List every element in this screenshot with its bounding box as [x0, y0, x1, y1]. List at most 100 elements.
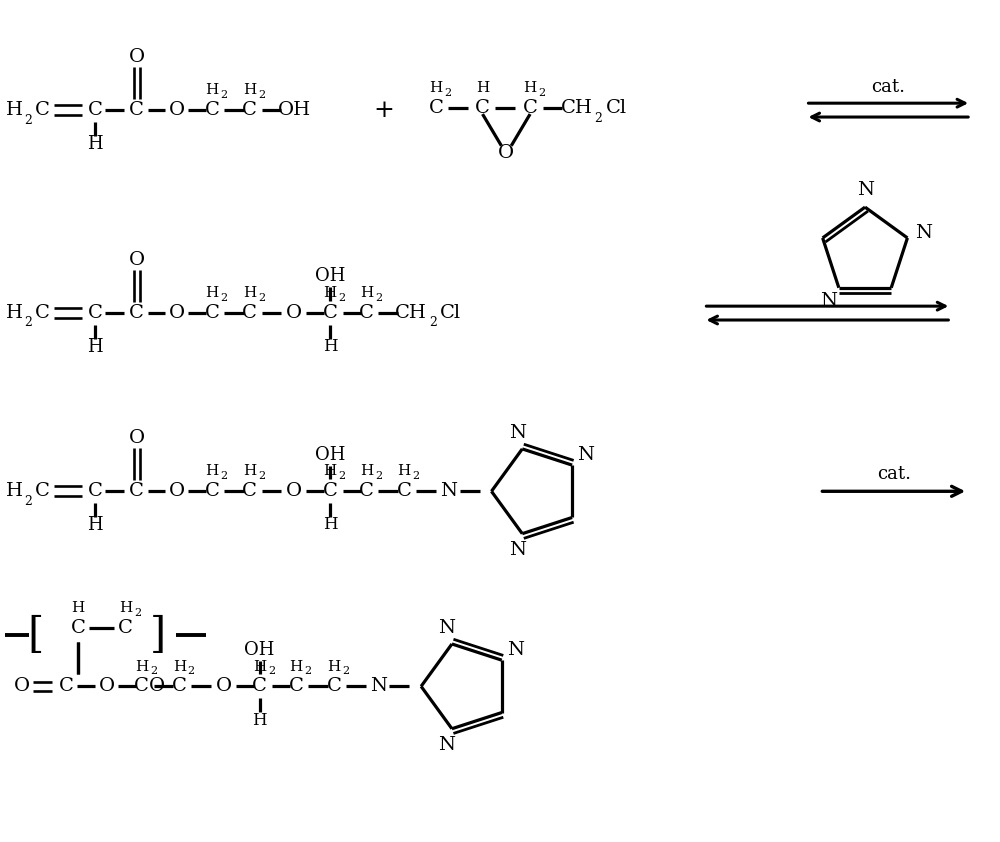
Text: 2: 2	[268, 667, 275, 676]
Text: 2: 2	[338, 472, 345, 482]
Text: C: C	[359, 482, 374, 500]
Text: OH: OH	[278, 101, 311, 119]
Text: O: O	[169, 482, 185, 500]
Text: H: H	[243, 83, 256, 98]
Text: cat.: cat.	[877, 466, 911, 483]
Text: H: H	[243, 286, 256, 301]
Text: C: C	[129, 101, 144, 119]
Text: H: H	[290, 659, 303, 674]
Text: C: C	[523, 99, 538, 117]
Text: 2: 2	[595, 111, 602, 125]
Text: H: H	[327, 659, 341, 674]
Text: 2: 2	[413, 472, 420, 482]
Text: N: N	[857, 181, 874, 200]
Text: O: O	[129, 429, 145, 447]
Text: H: H	[360, 465, 373, 478]
Text: 2: 2	[188, 667, 195, 676]
Text: 2: 2	[24, 114, 32, 126]
Text: C: C	[326, 677, 341, 695]
Text: C: C	[322, 304, 337, 322]
Text: 2: 2	[342, 667, 349, 676]
Text: 2: 2	[258, 293, 265, 303]
Text: C: C	[242, 101, 257, 119]
Text: O: O	[148, 677, 165, 695]
Text: CH: CH	[395, 304, 427, 322]
Text: H: H	[360, 286, 373, 301]
Text: O: O	[169, 304, 185, 322]
Text: C: C	[35, 482, 50, 500]
Text: C: C	[205, 304, 219, 322]
Text: O: O	[14, 677, 30, 695]
Text: C: C	[205, 101, 219, 119]
Text: O: O	[286, 482, 302, 500]
Text: O: O	[216, 677, 232, 695]
Text: C: C	[118, 619, 133, 637]
Text: H: H	[323, 465, 337, 478]
Text: N: N	[438, 619, 455, 637]
Text: N: N	[915, 224, 932, 242]
Text: H: H	[6, 101, 23, 119]
Text: H: H	[253, 659, 266, 674]
Text: 2: 2	[24, 317, 32, 329]
Text: H: H	[323, 516, 337, 534]
Text: C: C	[242, 482, 257, 500]
Text: H: H	[323, 338, 337, 355]
Text: 2: 2	[220, 472, 227, 482]
Text: H: H	[323, 286, 337, 301]
Text: H: H	[72, 601, 85, 616]
Text: H: H	[119, 601, 132, 616]
Text: C: C	[359, 304, 374, 322]
Text: 2: 2	[258, 472, 265, 482]
Text: +: +	[373, 99, 394, 121]
Text: N: N	[820, 292, 837, 311]
Text: N: N	[509, 541, 526, 559]
Text: N: N	[577, 446, 594, 464]
Text: C: C	[129, 482, 144, 500]
Text: C: C	[88, 304, 103, 322]
Text: 2: 2	[429, 317, 437, 329]
Text: 2: 2	[150, 667, 157, 676]
Text: OH: OH	[315, 445, 345, 464]
Text: C: C	[252, 677, 267, 695]
Text: N: N	[509, 424, 526, 442]
Text: N: N	[370, 677, 387, 695]
Text: H: H	[243, 465, 256, 478]
Text: 2: 2	[258, 90, 265, 100]
Text: H: H	[6, 304, 23, 322]
Text: cat.: cat.	[871, 78, 905, 96]
Text: 2: 2	[134, 608, 141, 618]
Text: H: H	[87, 135, 103, 152]
Text: C: C	[88, 482, 103, 500]
Text: 2: 2	[220, 293, 227, 303]
Text: H: H	[205, 286, 219, 301]
Text: C: C	[322, 482, 337, 500]
Text: ]: ]	[149, 614, 166, 656]
Text: OH: OH	[315, 268, 345, 285]
Text: O: O	[169, 101, 185, 119]
Text: H: H	[87, 516, 103, 534]
Text: 2: 2	[24, 495, 32, 508]
Text: H: H	[173, 659, 186, 674]
Text: CH: CH	[561, 99, 593, 117]
Text: C: C	[172, 677, 187, 695]
Text: H: H	[87, 338, 103, 355]
Text: 2: 2	[538, 88, 546, 99]
Text: C: C	[88, 101, 103, 119]
Text: C: C	[475, 99, 490, 117]
Text: 2: 2	[375, 472, 382, 482]
Text: H: H	[205, 465, 219, 478]
Text: C: C	[129, 304, 144, 322]
Text: H: H	[6, 482, 23, 500]
Text: C: C	[429, 99, 443, 117]
Text: 2: 2	[444, 88, 451, 99]
Text: C: C	[205, 482, 219, 500]
Text: N: N	[438, 736, 455, 754]
Text: C: C	[242, 304, 257, 322]
Text: [: [	[28, 614, 44, 656]
Text: C: C	[397, 482, 412, 500]
Text: Cl: Cl	[606, 99, 627, 117]
Text: O: O	[99, 677, 115, 695]
Text: OH: OH	[244, 641, 275, 658]
Text: H: H	[429, 82, 443, 95]
Text: H: H	[135, 659, 148, 674]
